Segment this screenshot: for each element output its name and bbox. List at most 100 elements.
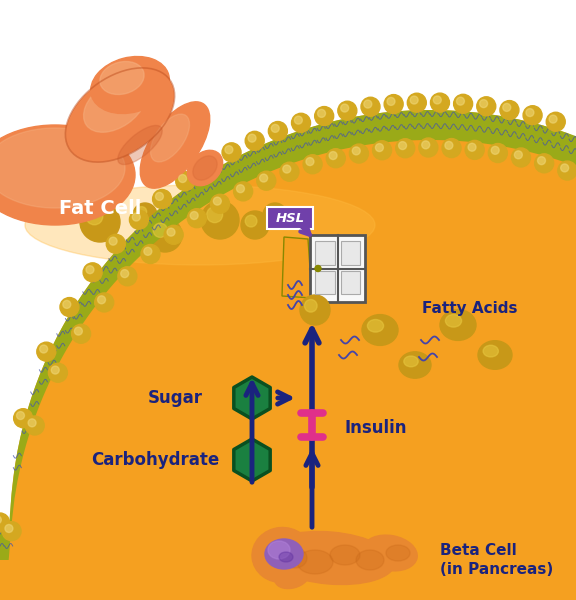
Bar xyxy=(315,241,335,265)
Circle shape xyxy=(353,147,360,155)
Circle shape xyxy=(248,134,256,142)
Circle shape xyxy=(74,327,82,335)
Circle shape xyxy=(338,101,357,120)
Circle shape xyxy=(206,173,210,178)
Circle shape xyxy=(396,139,415,158)
Circle shape xyxy=(456,97,464,105)
Ellipse shape xyxy=(386,545,410,561)
Ellipse shape xyxy=(362,314,398,346)
Circle shape xyxy=(549,115,557,123)
Ellipse shape xyxy=(363,535,417,571)
Circle shape xyxy=(407,93,426,112)
Circle shape xyxy=(477,97,496,116)
Ellipse shape xyxy=(445,314,461,327)
Circle shape xyxy=(97,296,105,304)
Circle shape xyxy=(211,166,219,174)
Circle shape xyxy=(546,112,565,131)
Circle shape xyxy=(190,212,198,220)
Circle shape xyxy=(257,171,276,190)
Circle shape xyxy=(202,159,210,167)
Circle shape xyxy=(300,295,330,325)
Ellipse shape xyxy=(478,341,512,369)
Ellipse shape xyxy=(330,545,360,565)
Circle shape xyxy=(86,266,94,274)
Ellipse shape xyxy=(404,356,418,367)
Bar xyxy=(0,0,576,190)
Circle shape xyxy=(133,203,157,227)
Circle shape xyxy=(329,152,337,160)
Circle shape xyxy=(245,131,264,151)
Ellipse shape xyxy=(187,151,223,185)
Circle shape xyxy=(271,124,279,133)
Circle shape xyxy=(204,171,212,179)
Ellipse shape xyxy=(118,125,162,164)
Circle shape xyxy=(410,96,418,104)
Polygon shape xyxy=(0,110,576,560)
Circle shape xyxy=(241,211,269,239)
Ellipse shape xyxy=(483,345,498,357)
Text: Fatty Acids: Fatty Acids xyxy=(422,301,518,316)
Text: Beta Cell
(in Pancreas): Beta Cell (in Pancreas) xyxy=(440,542,554,577)
Circle shape xyxy=(156,193,164,200)
Circle shape xyxy=(222,143,241,162)
Circle shape xyxy=(210,194,229,213)
Circle shape xyxy=(303,155,322,174)
Circle shape xyxy=(558,161,576,180)
Circle shape xyxy=(260,174,268,182)
Circle shape xyxy=(491,146,499,154)
Circle shape xyxy=(0,513,9,532)
Circle shape xyxy=(373,141,392,160)
Circle shape xyxy=(225,146,233,154)
Ellipse shape xyxy=(297,550,333,574)
Circle shape xyxy=(283,165,291,173)
Circle shape xyxy=(399,142,407,149)
Ellipse shape xyxy=(268,541,290,559)
Circle shape xyxy=(237,185,244,193)
Circle shape xyxy=(204,161,212,169)
Circle shape xyxy=(537,157,545,164)
Circle shape xyxy=(14,409,33,428)
Ellipse shape xyxy=(356,550,384,570)
Circle shape xyxy=(361,97,380,116)
Ellipse shape xyxy=(0,125,135,225)
Circle shape xyxy=(433,96,441,104)
Circle shape xyxy=(51,366,59,374)
Circle shape xyxy=(326,149,345,168)
Circle shape xyxy=(199,156,218,175)
Circle shape xyxy=(94,293,113,312)
Circle shape xyxy=(291,113,310,132)
Circle shape xyxy=(144,247,152,256)
Circle shape xyxy=(201,201,239,239)
Circle shape xyxy=(511,148,530,167)
Circle shape xyxy=(535,154,554,173)
Circle shape xyxy=(315,265,321,271)
Circle shape xyxy=(488,143,507,163)
Circle shape xyxy=(132,213,141,221)
Circle shape xyxy=(294,116,302,124)
Circle shape xyxy=(340,104,348,112)
Circle shape xyxy=(25,416,44,435)
Polygon shape xyxy=(234,439,270,481)
Circle shape xyxy=(314,107,334,125)
Text: Carbohydrate: Carbohydrate xyxy=(91,451,219,469)
Ellipse shape xyxy=(252,527,312,583)
Bar xyxy=(340,271,360,294)
Circle shape xyxy=(196,158,204,166)
Circle shape xyxy=(0,516,1,524)
Circle shape xyxy=(445,142,453,149)
Text: Sugar: Sugar xyxy=(147,389,203,407)
Circle shape xyxy=(207,206,223,223)
Circle shape xyxy=(526,109,534,116)
Circle shape xyxy=(384,95,403,113)
Circle shape xyxy=(234,182,253,201)
Circle shape xyxy=(176,172,195,191)
Circle shape xyxy=(167,228,175,236)
Circle shape xyxy=(306,158,314,166)
Ellipse shape xyxy=(66,69,173,161)
Ellipse shape xyxy=(150,114,190,162)
Circle shape xyxy=(468,143,476,151)
Circle shape xyxy=(153,190,172,209)
Text: Fat Cell: Fat Cell xyxy=(59,199,141,217)
Circle shape xyxy=(80,202,120,242)
Circle shape xyxy=(179,175,187,182)
